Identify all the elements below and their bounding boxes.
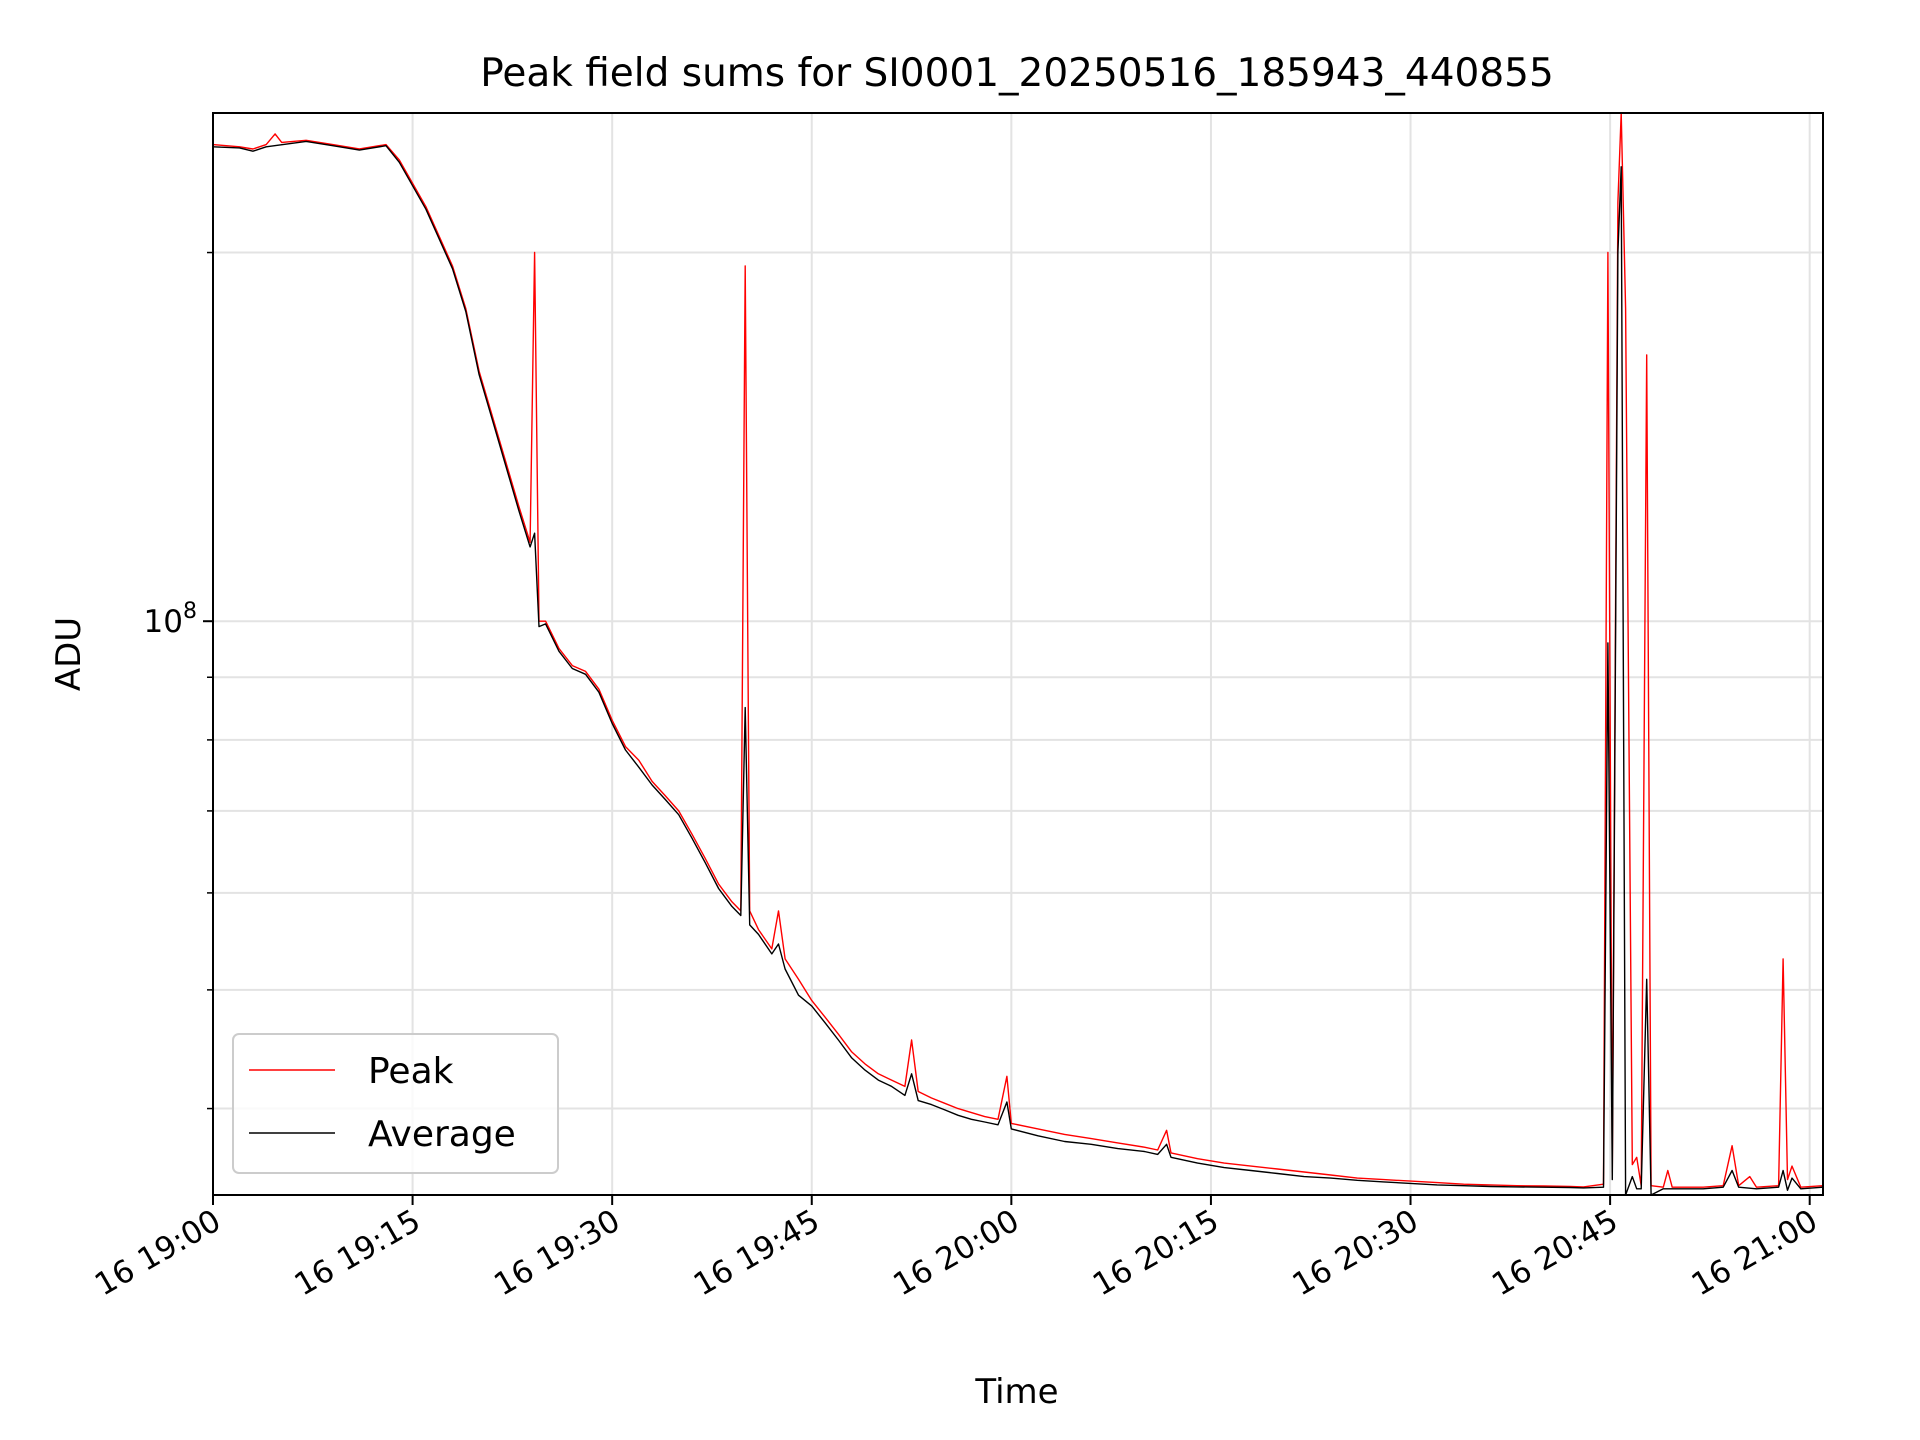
legend-label-average: Average [368, 1114, 516, 1155]
y-tick-label-exponent: 8 [183, 599, 197, 624]
x-axis-label: Time [974, 1372, 1058, 1412]
plot-frame [212, 112, 1824, 1196]
y-axis-ticks: 108 [144, 251, 213, 1110]
y-axis-label: ADU [49, 617, 89, 691]
legend-label-peak: Peak [368, 1051, 454, 1092]
y-tick-label-base: 10 [144, 604, 183, 640]
series-lines [212, 112, 1824, 1196]
chart-title: Peak field sums for SI0001_20250516_1859… [480, 51, 1554, 96]
series-line-peak [212, 112, 1824, 1188]
legend: Peak Average [232, 1033, 559, 1174]
series-line-average [212, 140, 1824, 1196]
grid-lines [212, 113, 1823, 1195]
y-tick-label: 108 [144, 599, 197, 640]
legend-box [232, 1033, 559, 1174]
